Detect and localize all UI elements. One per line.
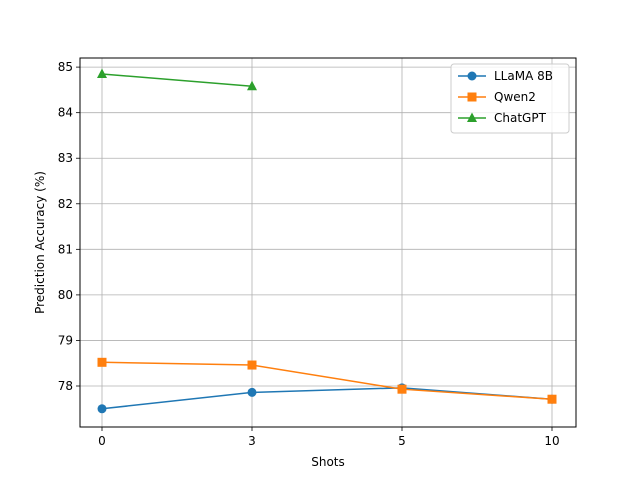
x-tick-label: 5	[398, 434, 406, 448]
legend-marker	[467, 112, 477, 122]
x-axis-label: Shots	[311, 455, 345, 469]
series-llama-8b	[97, 383, 557, 414]
series-qwen2	[97, 357, 557, 404]
data-point-llama-8b	[97, 404, 107, 414]
series-line-chatgpt	[101, 73, 253, 87]
y-tick-label: 80	[58, 288, 73, 302]
data-point-chatgpt	[247, 80, 257, 91]
y-axis-label: Prediction Accuracy (%)	[33, 171, 47, 314]
legend-item-llama-8b: LLaMA 8B	[458, 69, 553, 83]
x-tick-label: 10	[544, 434, 559, 448]
series-layer	[97, 68, 557, 414]
legend-label: ChatGPT	[494, 111, 547, 125]
x-tick-label: 0	[98, 434, 106, 448]
data-point-qwen2	[397, 384, 407, 394]
y-tick-label: 85	[58, 60, 73, 74]
legend-marker	[467, 92, 477, 102]
legend-item-chatgpt: ChatGPT	[458, 111, 547, 125]
legend: LLaMA 8B Qwen2 ChatGPT	[450, 63, 570, 134]
legend-item-qwen2: Qwen2	[458, 90, 536, 104]
y-tick-label: 84	[58, 106, 73, 120]
grid-lines	[80, 58, 576, 427]
legend-label: LLaMA 8B	[494, 69, 553, 83]
data-point-qwen2	[97, 357, 107, 367]
series-line-qwen2	[101, 361, 553, 400]
series-chatgpt	[97, 68, 257, 91]
y-tick-label: 79	[58, 333, 73, 347]
legend-box	[450, 63, 570, 134]
plot-area-frame	[79, 57, 577, 428]
data-point-chatgpt	[97, 68, 107, 78]
data-point-llama-8b	[247, 387, 257, 397]
y-tick-label: 81	[58, 242, 73, 256]
legend-marker	[467, 71, 477, 81]
legend-label: Qwen2	[494, 90, 536, 104]
series-line-llama-8b	[101, 387, 553, 410]
y-tick-label: 83	[58, 151, 73, 165]
y-tick-label: 82	[58, 197, 73, 211]
x-tick-label: 3	[248, 434, 256, 448]
data-point-qwen2	[547, 394, 557, 404]
data-point-qwen2	[247, 360, 257, 370]
axis-ticks: 0 3 5 10 78 79 80 81 82 83 84 85	[58, 60, 560, 448]
y-tick-label: 78	[58, 379, 73, 393]
